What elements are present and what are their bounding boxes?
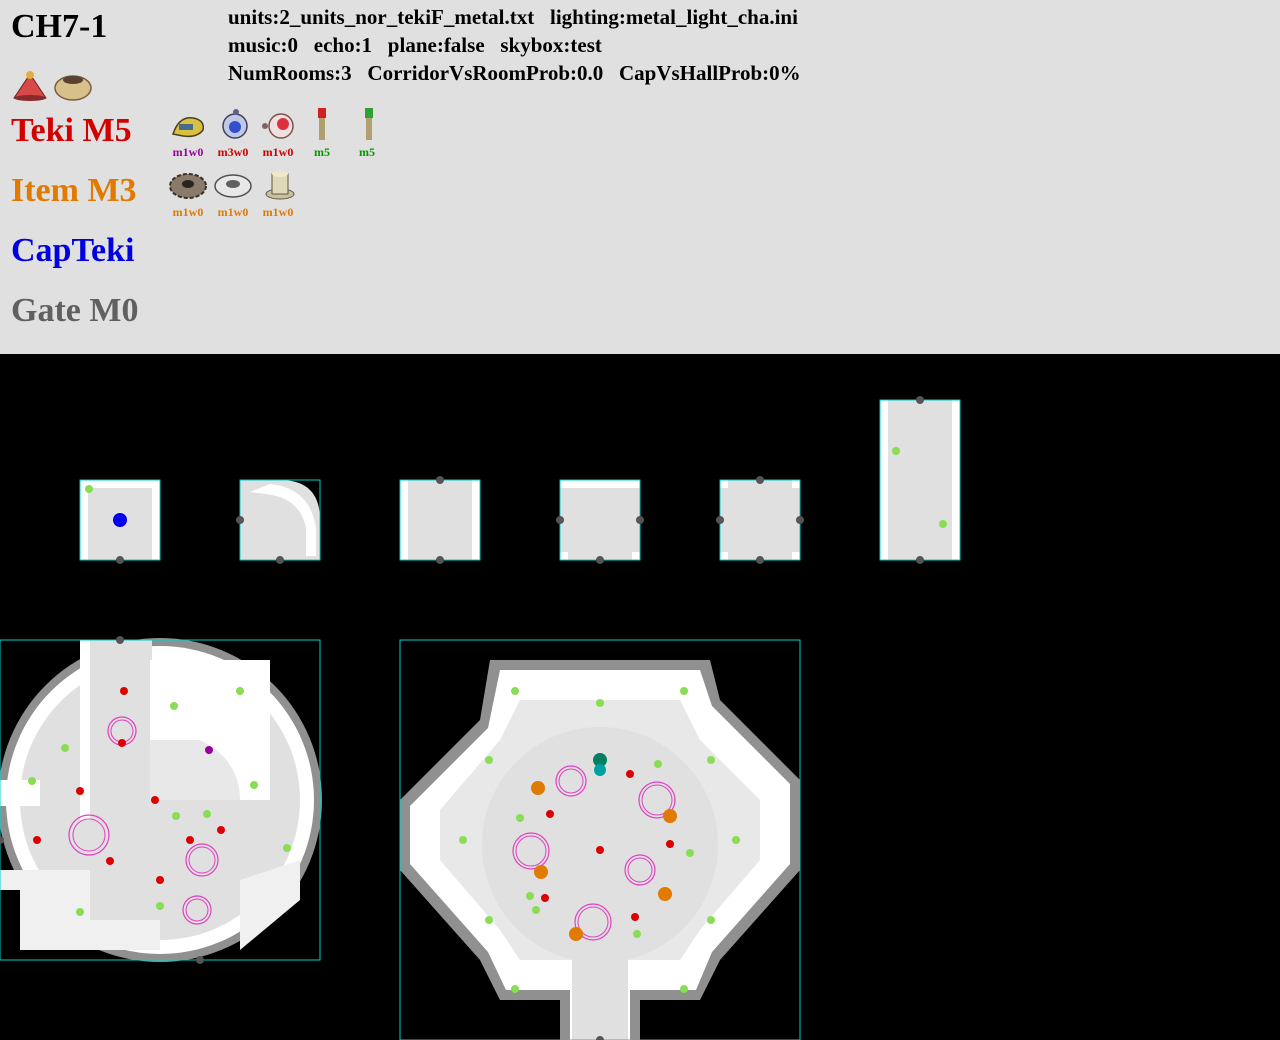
item-code-1: m1w0 bbox=[217, 205, 249, 219]
room-round-left bbox=[0, 636, 322, 964]
level-title: CH7-1 bbox=[11, 8, 108, 45]
spawn-point bbox=[85, 485, 93, 493]
anode-beetle-icon bbox=[222, 109, 248, 139]
teki-code-0: m1w0 bbox=[172, 145, 204, 159]
unit-tee bbox=[556, 479, 644, 564]
gate-category-label: Gate M0 bbox=[11, 292, 139, 329]
red-flower-icon bbox=[13, 71, 47, 101]
room-map bbox=[0, 396, 961, 1040]
info-line-music: music:0 echo:1 plane:false skybox:test bbox=[228, 33, 602, 57]
unit-cap-room bbox=[79, 479, 161, 564]
gear-part-icon bbox=[169, 173, 207, 199]
teki-category-label: Teki M5 bbox=[11, 112, 132, 149]
item-code-2: m1w0 bbox=[262, 205, 294, 219]
cap-teki-spawn bbox=[113, 513, 127, 527]
clay-pot-icon bbox=[54, 75, 92, 101]
capteki-category-label: CapTeki bbox=[11, 232, 135, 269]
unit-corner bbox=[236, 479, 321, 564]
unit-cross bbox=[716, 476, 804, 564]
room-octagon-center bbox=[399, 639, 801, 1040]
unit-straight bbox=[399, 476, 481, 564]
door-marker bbox=[116, 556, 124, 564]
info-line-rooms: NumRooms:3 CorridorVsRoomProb:0.0 CapVsH… bbox=[228, 61, 801, 85]
bolt-part-icon bbox=[265, 171, 295, 200]
teki-code-2: m1w0 bbox=[262, 145, 294, 159]
info-line-units: units:2_units_nor_tekiF_metal.txt lighti… bbox=[228, 5, 798, 29]
item-code-0: m1w0 bbox=[172, 205, 204, 219]
item-spawn bbox=[531, 781, 545, 795]
teki-code-1: m3w0 bbox=[217, 145, 249, 159]
header-panel: CH7-1 units:2_units_nor_tekiF_metal.txt … bbox=[0, 0, 1280, 354]
item-category-label: Item M3 bbox=[11, 172, 137, 209]
nut-part-icon bbox=[214, 174, 252, 198]
swooping-snitchbug-icon bbox=[262, 113, 294, 139]
bulborb-larva-icon bbox=[172, 117, 205, 138]
unit-long-corridor bbox=[879, 396, 961, 564]
green-pellet-posy-icon bbox=[365, 108, 373, 140]
map-area bbox=[0, 354, 1280, 1040]
teki-code-3: m5 bbox=[314, 145, 330, 159]
red-pellet-posy-icon bbox=[318, 108, 326, 140]
teki-code-4: m5 bbox=[359, 145, 375, 159]
